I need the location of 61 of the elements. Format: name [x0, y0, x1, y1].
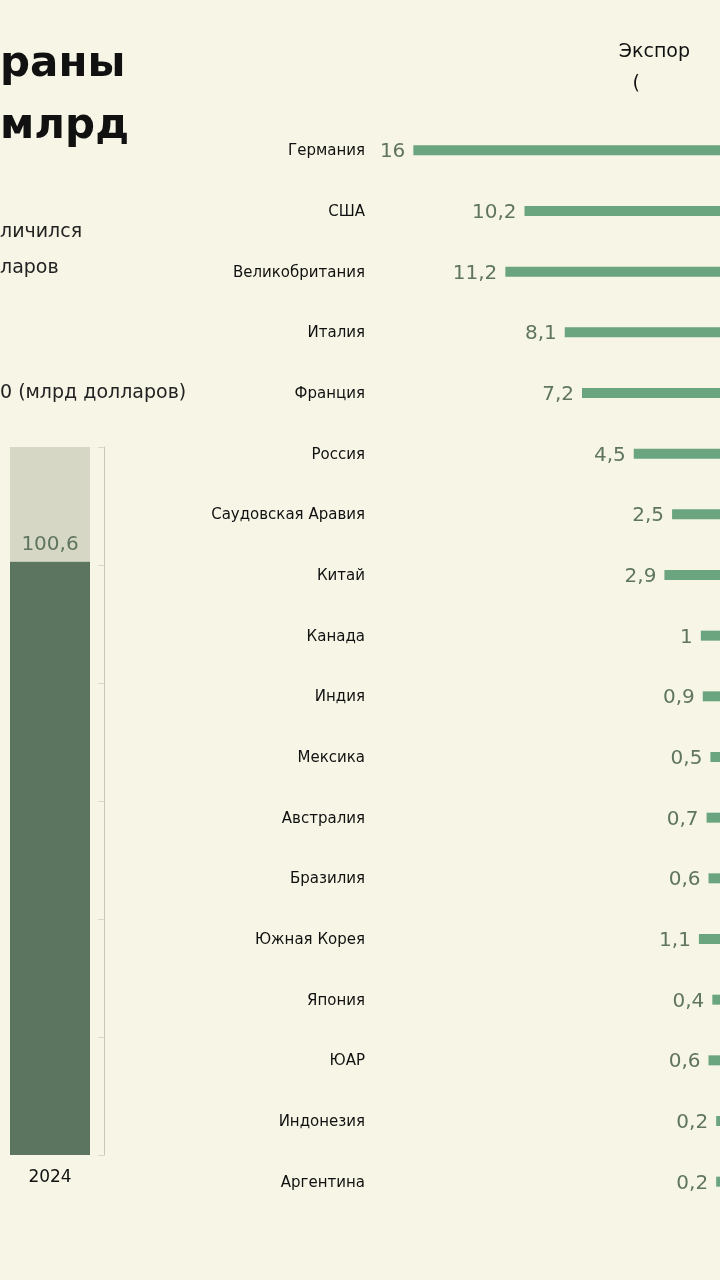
data-label: 0,4 — [672, 987, 705, 1012]
bar — [505, 266, 720, 277]
y-tick-label: Япония — [307, 990, 365, 1009]
bar — [716, 1116, 720, 1126]
y-tick-label: Южная Корея — [254, 930, 365, 948]
bar — [710, 752, 720, 762]
y-tick-label: Бразилия — [289, 869, 365, 888]
bar — [712, 994, 720, 1005]
y-tick-label: Италия — [307, 323, 365, 342]
y-tick-label: Австралия — [281, 808, 365, 827]
data-label: 11,2 — [452, 259, 498, 284]
bar — [702, 691, 720, 702]
y-tick-label: Великобритания — [232, 262, 365, 281]
bar — [700, 630, 720, 641]
bar — [582, 388, 720, 398]
data-label: 0,7 — [666, 805, 699, 830]
y-tick-label: ЮАР — [329, 1051, 365, 1070]
data-label: 1 — [680, 623, 693, 648]
bar — [672, 509, 720, 520]
bar — [564, 327, 720, 338]
y-tick-label: Франция — [294, 384, 365, 402]
data-label: 0,6 — [668, 1048, 701, 1073]
data-label: 1,1 — [659, 927, 691, 951]
bar — [413, 145, 720, 156]
bar — [524, 206, 720, 216]
bar — [706, 812, 720, 823]
data-label: 2,9 — [624, 563, 657, 587]
chart-title: раны млрд — [0, 36, 141, 148]
data-label: 0,6 — [668, 866, 701, 891]
bar — [633, 448, 720, 459]
y-tick-label: Китай — [316, 566, 365, 584]
y-tick-label: Индонезия — [278, 1112, 365, 1130]
data-label: 0,5 — [670, 745, 703, 769]
data-label: 4,5 — [593, 441, 626, 466]
data-label: 0,9 — [662, 684, 695, 709]
y-tick-label: США — [328, 202, 366, 220]
bar — [708, 873, 720, 884]
y-tick-label: Канада — [306, 626, 365, 645]
data-label: 8,1 — [524, 320, 557, 345]
data-label: 7,2 — [542, 381, 574, 405]
chart-subtitle: личился ларов — [0, 219, 83, 277]
bar — [698, 934, 720, 944]
y-tick-label: Россия — [311, 444, 365, 463]
data-label: 16 — [379, 138, 406, 163]
data-label: 10,2 — [471, 199, 517, 223]
y-tick-label: Мексика — [297, 748, 365, 766]
chart-title: Экспор — [618, 38, 690, 61]
y-tick-label: Индия — [314, 687, 365, 706]
data-label: 2,5 — [632, 502, 665, 527]
bar — [708, 1055, 720, 1066]
chart-subtitle: ( — [632, 70, 641, 93]
x-tick-label: 2024 — [28, 1165, 72, 1186]
text: 0 (млрд долларов) — [0, 379, 187, 402]
y-tick-label: Аргентина — [280, 1172, 365, 1191]
data-label: 0,2 — [676, 1109, 709, 1133]
data-label: 100,6 — [21, 531, 79, 556]
y-tick-label: Германия — [288, 141, 365, 160]
y-tick-label: Саудовская Аравия — [211, 505, 365, 524]
bar — [664, 570, 720, 580]
data-label: 0,2 — [676, 1169, 709, 1194]
bar — [716, 1176, 720, 1187]
